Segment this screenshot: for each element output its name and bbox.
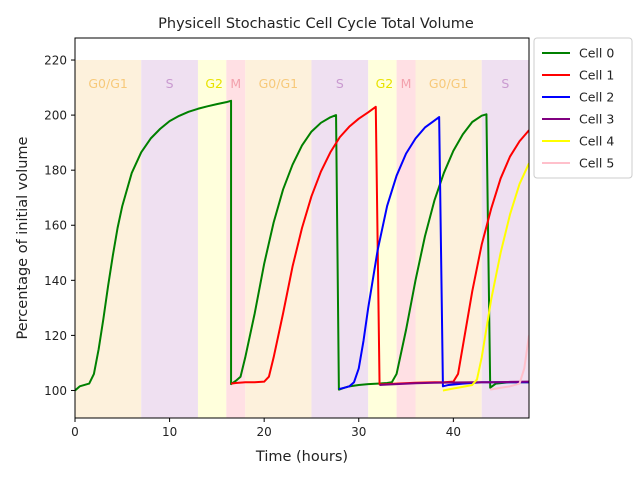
phase-band-label-4: G0/G1	[259, 76, 299, 91]
phase-band-label-9: S	[501, 76, 509, 91]
phase-band-label-5: S	[336, 76, 344, 91]
phase-band-label-0: G0/G1	[88, 76, 128, 91]
series-line-4	[442, 162, 529, 392]
phase-band-3	[226, 60, 246, 418]
phase-band-labels: G0/G1 S G2 M G0/G1 S G2 M G0/G1 S	[88, 76, 509, 91]
phase-band-8	[415, 60, 482, 418]
phase-band-label-2: G2	[205, 76, 223, 91]
y-axis-label: Percentage of initial volume	[15, 136, 31, 339]
series-line-0	[75, 99, 529, 392]
series-lines	[75, 99, 529, 392]
y-tick-label-5: 200	[44, 109, 67, 123]
x-tick-label-0: 0	[71, 425, 79, 439]
phase-bands	[75, 60, 529, 418]
y-tick-label-4: 180	[44, 164, 67, 178]
plot-frame	[74, 37, 530, 419]
phase-band-1	[141, 60, 198, 418]
legend-label-4: Cell 4	[579, 134, 614, 149]
legend-label-5: Cell 5	[579, 156, 614, 171]
phase-band-0	[75, 60, 142, 418]
y-tick-label-3: 160	[44, 219, 67, 233]
series-line-3	[379, 380, 529, 386]
x-tick-label-2: 20	[257, 425, 272, 439]
x-tick-label-3: 30	[351, 425, 366, 439]
y-tick-label-2: 140	[44, 274, 67, 288]
legend-box	[533, 37, 633, 179]
legend-label-2: Cell 2	[579, 90, 614, 105]
phase-band-label-7: M	[401, 76, 412, 91]
phase-band-label-3: M	[230, 76, 241, 91]
y-tick-label-6: 220	[44, 54, 67, 68]
phase-band-label-6: G2	[376, 76, 394, 91]
phase-band-2	[197, 60, 227, 418]
legend: Cell 0 Cell 1 Cell 2 Cell 3 Cell 4 Cell 5	[533, 37, 633, 179]
x-tick-label-1: 10	[162, 425, 177, 439]
phase-band-7	[396, 60, 416, 418]
legend-label-3: Cell 3	[579, 112, 614, 127]
series-line-2	[338, 116, 529, 391]
chart-title: Physicell Stochastic Cell Cycle Total Vo…	[158, 16, 474, 32]
legend-label-0: Cell 0	[579, 46, 614, 61]
x-tick-label-4: 40	[446, 425, 461, 439]
x-axis-label: Time (hours)	[255, 449, 348, 465]
phase-band-6	[368, 60, 397, 418]
y-tick-label-0: 100	[44, 384, 67, 398]
x-axis-ticks: 0 10 20 30 40	[71, 418, 461, 439]
series-line-5	[490, 335, 529, 391]
y-tick-label-1: 120	[44, 329, 67, 343]
y-axis-ticks: 100 120 140 160 180 200 220	[44, 54, 75, 398]
series-line-1	[230, 105, 529, 386]
phase-band-label-1: S	[166, 76, 174, 91]
phase-band-label-8: G0/G1	[429, 76, 469, 91]
phase-band-4	[245, 60, 312, 418]
legend-label-1: Cell 1	[579, 68, 614, 83]
